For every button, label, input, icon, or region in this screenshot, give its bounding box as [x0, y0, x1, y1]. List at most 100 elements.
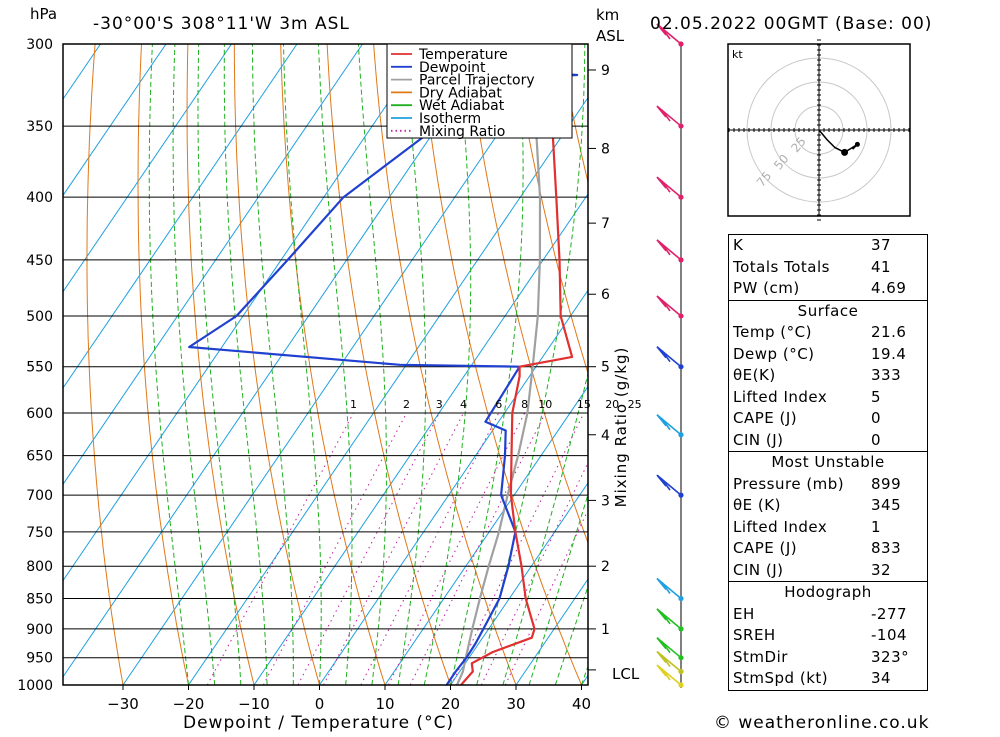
pressure-tick-label: 500: [26, 309, 53, 325]
isotherm-line: [123, 44, 559, 685]
km-tick-label: 5: [601, 360, 610, 376]
temp-tick-label: 0: [315, 695, 325, 713]
asl-label: ASL: [596, 27, 625, 45]
wind-barb: [657, 177, 684, 200]
hodograph-point: [855, 142, 860, 147]
mixing-ratio-axis-title: Mixing Ratio (g/kg): [612, 347, 630, 508]
temp-tick-label: −20: [173, 695, 205, 713]
pressure-tick-label: 450: [26, 253, 53, 269]
legend-label: Mixing Ratio: [419, 124, 505, 140]
temp-tick-label: −10: [238, 695, 270, 713]
dry-adiabat-line: [87, 26, 123, 685]
footer-credit: © weatheronline.co.uk: [714, 713, 929, 733]
pressure-tick-label: 550: [26, 360, 53, 376]
hodo-row: StmSpd (kt)34: [729, 668, 927, 690]
surface-row: Dewp (°C)19.4: [729, 344, 927, 366]
wind-barb: [657, 347, 684, 370]
surface-row: CIN (J)0: [729, 430, 927, 452]
isotherm-line: [0, 44, 363, 685]
hodograph-unit: kt: [732, 48, 743, 61]
x-axis-title: Dewpoint / Temperature (°C): [183, 713, 454, 733]
km-tick-label: 1: [601, 622, 610, 638]
wind-barb: [657, 296, 684, 319]
pressure-tick-label: 650: [26, 449, 53, 465]
plot-frame: [63, 44, 588, 685]
pressure-tick-label: 600: [26, 406, 53, 422]
pressure-tick-label: 850: [26, 592, 53, 608]
wind-barb: [657, 578, 684, 601]
mixing-ratio-label: 1: [350, 398, 357, 411]
surface-row: θE(K)333: [729, 365, 927, 387]
km-unit-label: km: [596, 6, 619, 24]
pressure-tick-label: 900: [26, 622, 53, 638]
mixing-ratio-line: [298, 413, 439, 685]
km-tick-label: 6: [601, 287, 610, 303]
datetime-title: 02.05.2022 00GMT (Base: 00): [650, 14, 932, 34]
km-tick-label: 9: [601, 63, 610, 79]
storm-motion-marker: [841, 149, 848, 156]
pressure-tick-label: 1000: [17, 678, 53, 694]
wind-barb: [657, 609, 684, 632]
mixing-ratio-line: [263, 413, 406, 685]
wind-barb: [657, 240, 684, 263]
temp-tick-label: 30: [506, 695, 525, 713]
mu-row: Pressure (mb)899: [729, 474, 927, 496]
pressure-tick-label: 750: [26, 525, 53, 541]
mixing-ratio-label: 6: [495, 398, 502, 411]
wind-barb: [657, 665, 684, 688]
temp-tick-label: 20: [441, 695, 460, 713]
mixing-ratio-line: [324, 413, 464, 685]
pressure-tick-label: 950: [26, 651, 53, 667]
temp-tick-label: 40: [572, 695, 591, 713]
wind-barb: [657, 475, 684, 498]
location-title: -30°00'S 308°11'W 3m ASL: [93, 14, 350, 34]
surface-row: CAPE (J)0: [729, 408, 927, 430]
dry-adiabat-line: [970, 26, 1000, 685]
pressure-tick-label: 300: [26, 37, 53, 53]
wet-adiabat-line: [224, 26, 267, 685]
temp-tick-label: 10: [375, 695, 394, 713]
mixing-ratio-label: 2: [403, 398, 410, 411]
km-tick-label: 8: [601, 141, 610, 157]
isotherm-line: [0, 44, 166, 685]
most-unstable-title: Most Unstable: [729, 452, 927, 474]
mixing-ratio-label: 3: [436, 398, 443, 411]
km-tick-label: 3: [601, 493, 610, 509]
surface-row: Temp (°C)21.6: [729, 322, 927, 344]
wind-barb: [657, 415, 684, 438]
km-tick-label: 7: [601, 216, 610, 232]
surface-title: Surface: [729, 301, 927, 323]
pressure-tick-label: 700: [26, 488, 53, 504]
hodo-row: SREH-104: [729, 625, 927, 647]
km-tick-label: 4: [601, 428, 610, 444]
pressure-tick-label: 350: [26, 119, 53, 135]
dry-adiabat-line: [924, 26, 1000, 685]
hodo-row: EH-277: [729, 604, 927, 626]
temperature-line: [461, 44, 572, 685]
mixing-ratio-label: 10: [538, 398, 552, 411]
wet-adiabat-line: [173, 26, 215, 685]
lcl-label: LCL: [612, 665, 640, 683]
mixing-ratio-label: 8: [521, 398, 528, 411]
pressure-tick-label: 800: [26, 559, 53, 575]
wet-adiabat-line: [358, 26, 387, 685]
pressure-tick-label: 400: [26, 190, 53, 206]
mixing-ratio-label: 15: [577, 398, 591, 411]
wind-barb: [657, 106, 684, 129]
temp-tick-label: −30: [107, 695, 139, 713]
km-tick-label: 2: [601, 559, 610, 575]
mu-row: CAPE (J)833: [729, 538, 927, 560]
index-row-pw: PW (cm)4.69: [729, 278, 927, 300]
wet-adiabat-line: [149, 26, 188, 685]
mu-row: CIN (J)32: [729, 560, 927, 582]
hodograph-title: Hodograph: [729, 582, 927, 604]
mixing-ratio-label: 4: [460, 398, 467, 411]
